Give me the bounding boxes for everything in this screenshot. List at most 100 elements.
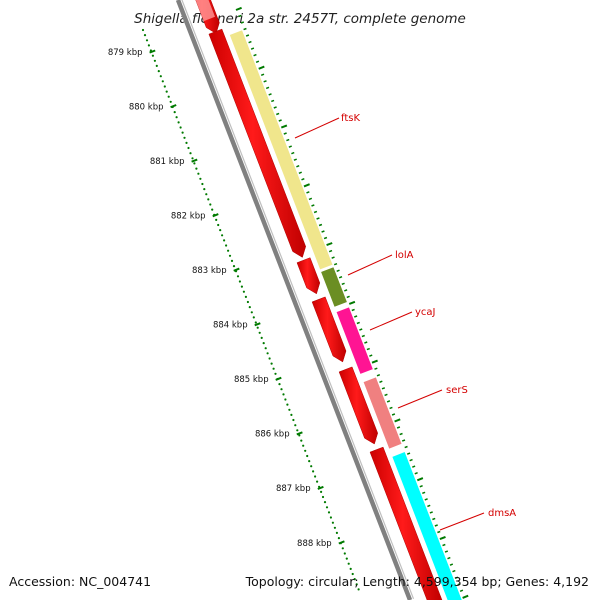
ruler-dot xyxy=(217,223,220,227)
ruler-dot xyxy=(331,521,334,524)
outer-tick xyxy=(341,282,345,286)
outer-tick xyxy=(354,315,358,318)
ruler-dot xyxy=(223,239,226,242)
outer-tick xyxy=(276,112,280,116)
ruler-dot xyxy=(185,141,188,144)
outer-tick xyxy=(250,47,255,50)
ruler-dot xyxy=(266,352,269,355)
ruler-dot xyxy=(211,208,214,211)
outer-tick xyxy=(427,504,431,508)
outer-tick xyxy=(308,197,313,201)
outer-tick xyxy=(386,400,391,403)
genome-summary-text: Topology: circular; Length: 4,599,354 bp… xyxy=(245,574,589,589)
outer-tick xyxy=(391,413,396,416)
gene-block-serS xyxy=(362,376,403,450)
ruler-dot xyxy=(145,39,149,42)
outer-tick xyxy=(291,151,295,155)
ruler-dot xyxy=(159,75,162,78)
outer-tick xyxy=(326,242,333,247)
outer-tick xyxy=(424,498,428,501)
outer-tick xyxy=(278,119,282,122)
outer-tick xyxy=(311,204,315,207)
ruler-dot xyxy=(337,537,340,540)
ruler-dot xyxy=(357,588,360,591)
ruler-major-tick xyxy=(212,213,219,218)
ruler-dot xyxy=(155,64,158,67)
outer-tick xyxy=(238,14,242,18)
outer-tick xyxy=(399,432,403,436)
outer-tick xyxy=(260,73,265,76)
ruler-dot xyxy=(230,259,234,262)
ruler-dot xyxy=(248,306,251,309)
backbone-highlight xyxy=(181,0,415,600)
ruler-dot xyxy=(329,516,332,519)
outer-tick xyxy=(293,158,297,161)
outer-tick xyxy=(331,256,335,259)
ruler-dot xyxy=(296,429,299,432)
ruler-dot xyxy=(236,275,240,278)
ruler-dot xyxy=(325,506,329,509)
ruler-dot xyxy=(209,203,212,206)
ruler-dot xyxy=(193,162,196,165)
outer-tick xyxy=(288,145,292,148)
ruler-dot xyxy=(349,567,352,571)
outer-tick xyxy=(437,530,441,534)
outer-tick xyxy=(333,262,338,266)
ruler-dot xyxy=(165,90,168,93)
outer-tick xyxy=(328,249,333,253)
ruler-dot xyxy=(242,290,245,293)
ruler-dot xyxy=(320,490,323,493)
outer-tick xyxy=(401,439,406,442)
outer-tick xyxy=(376,374,381,377)
outer-tick xyxy=(452,569,456,573)
outer-tick xyxy=(449,563,454,566)
outer-tick xyxy=(389,406,393,410)
ruler-dot xyxy=(167,95,170,98)
ruler-dot xyxy=(304,449,307,452)
outer-tick xyxy=(283,132,287,135)
ruler-tick-label: 881 kbp xyxy=(150,157,185,167)
outer-tick xyxy=(364,341,368,344)
outer-tick xyxy=(243,27,247,31)
ruler-dot xyxy=(203,188,206,191)
ruler-dot xyxy=(323,501,327,504)
ruler-dot xyxy=(189,152,192,155)
outer-tick xyxy=(459,589,464,592)
outer-tick xyxy=(414,472,418,475)
cds-arrow xyxy=(311,296,347,363)
gene-label-ycaJ: ycaJ xyxy=(415,307,436,318)
gene-label-ftsK: ftsK xyxy=(341,113,360,124)
ruler-dot xyxy=(238,280,241,283)
ruler-dot xyxy=(308,460,311,463)
ruler-dot xyxy=(270,362,273,365)
gene-leader-line xyxy=(294,117,340,139)
outer-tick xyxy=(245,34,250,37)
ruler-dot xyxy=(151,54,154,57)
outer-tick-track xyxy=(235,6,469,599)
ruler-dot xyxy=(195,167,198,170)
ruler-dot xyxy=(264,347,267,350)
ruler-dot xyxy=(225,244,228,247)
ruler-dot xyxy=(254,321,257,324)
gene-label-dmsA: dmsA xyxy=(488,508,516,519)
ruler-dot xyxy=(183,136,186,139)
outer-tick xyxy=(303,183,310,188)
ruler-dot xyxy=(161,80,164,83)
outer-tick xyxy=(439,535,446,541)
ruler-dot xyxy=(284,398,287,401)
ruler-dot xyxy=(179,126,182,129)
outer-tick xyxy=(346,295,350,299)
outer-tick xyxy=(416,477,424,482)
outer-tick xyxy=(369,354,373,357)
outer-tick xyxy=(396,426,401,429)
gene-label-serS: serS xyxy=(446,385,468,396)
ruler-dot xyxy=(274,372,277,375)
ruler-dot xyxy=(246,300,249,304)
ruler-dot xyxy=(181,131,184,134)
gene-block-ftsK xyxy=(228,29,334,271)
outer-tick xyxy=(462,594,469,599)
ruler-dot xyxy=(333,526,336,529)
ruler-dot xyxy=(260,336,263,339)
ruler-major-tick xyxy=(254,322,261,327)
outer-tick xyxy=(351,308,355,312)
